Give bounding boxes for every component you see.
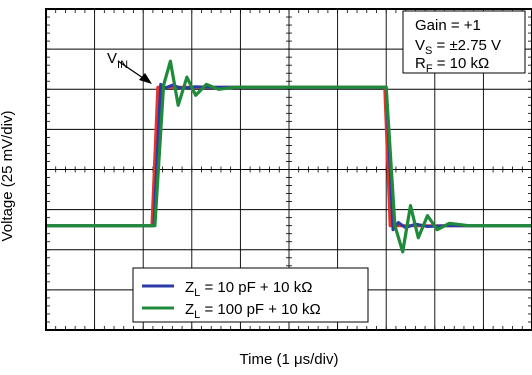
vin-label: VIN bbox=[107, 50, 128, 71]
plot-frame bbox=[45, 8, 532, 331]
legend-label-10pf: ZL = 10 pF + 10 kΩ bbox=[185, 279, 312, 299]
legend-label-100pf: ZL = 100 pF + 10 kΩ bbox=[185, 301, 321, 321]
waveforms bbox=[46, 59, 532, 254]
condition-rf: RF = 10 kΩ bbox=[415, 55, 489, 75]
vin-arrow-line bbox=[117, 60, 147, 81]
legend: ZL = 10 pF + 10 kΩ ZL = 100 pF + 10 kΩ bbox=[132, 267, 369, 323]
series-100pf bbox=[46, 59, 532, 254]
condition-gain: Gain = +1 bbox=[415, 17, 481, 34]
condition-supply: VS = ±2.75 V bbox=[415, 37, 501, 57]
vin-annotation: VIN bbox=[107, 50, 152, 84]
legend-frame bbox=[132, 267, 369, 323]
vin-arrow-head bbox=[139, 73, 152, 84]
y-axis-label: Voltage (25 mV/div) bbox=[0, 111, 16, 242]
x-axis-label: Time (1 μs/div) bbox=[240, 351, 339, 368]
conditions-box: Gain = +1 VS = ±2.75 V RF = 10 kΩ bbox=[402, 10, 526, 75]
conditions-frame bbox=[402, 10, 526, 74]
